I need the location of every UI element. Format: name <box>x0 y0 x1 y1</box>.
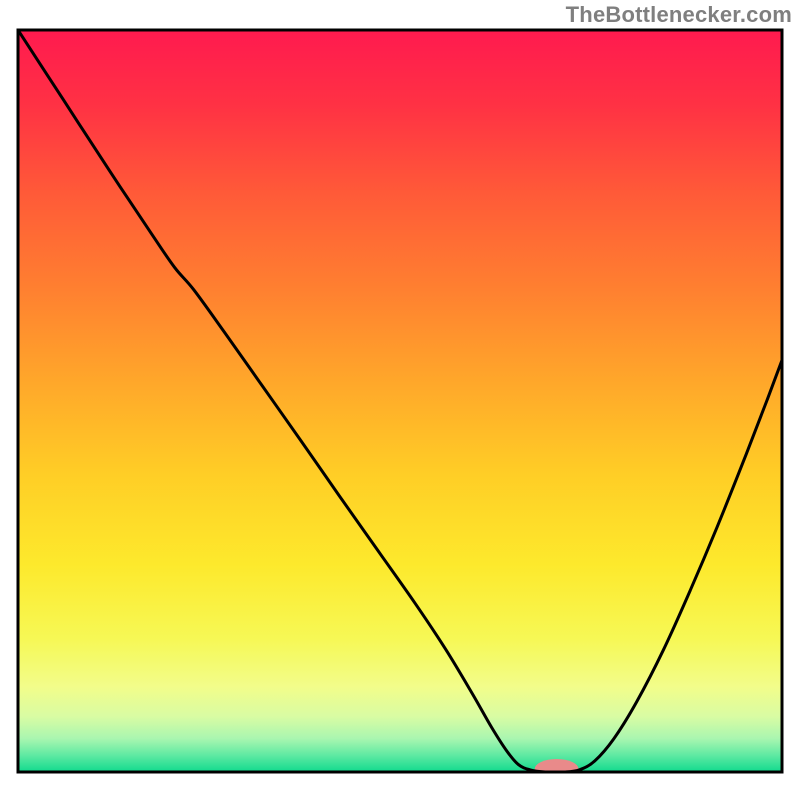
chart-canvas: { "watermark": { "text": "TheBottlenecke… <box>0 0 800 800</box>
chart-svg <box>0 0 800 800</box>
watermark-text: TheBottlenecker.com <box>566 2 792 28</box>
optimal-marker <box>535 759 579 779</box>
plot-area <box>18 30 782 779</box>
gradient-background <box>18 30 782 772</box>
